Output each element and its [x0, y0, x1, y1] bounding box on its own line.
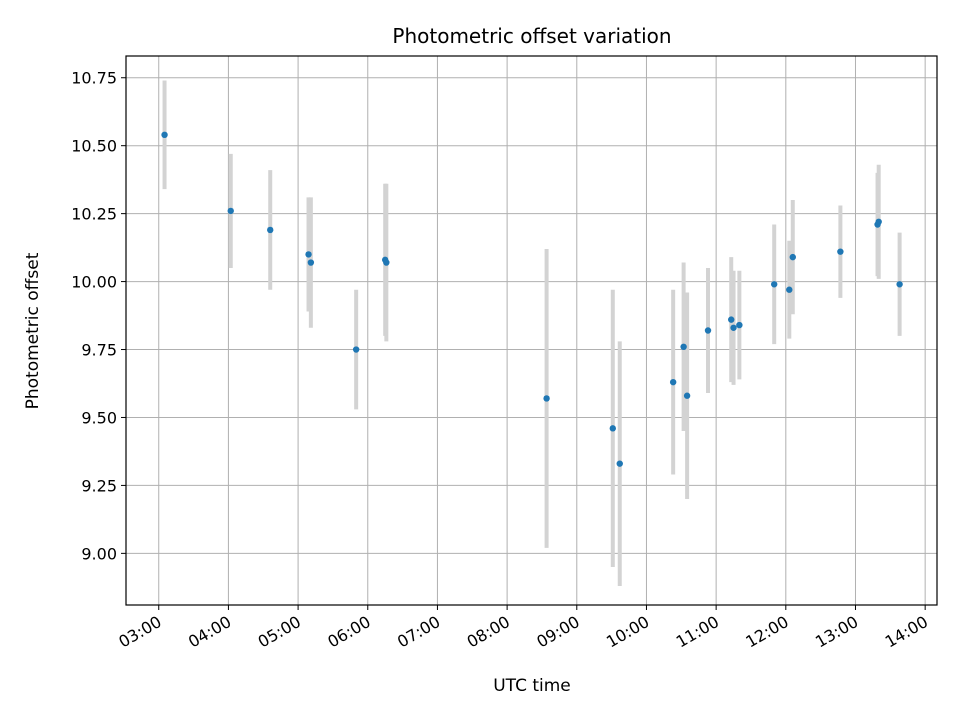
y-tick-label: 10.75: [71, 69, 117, 88]
y-tick-label: 10.25: [71, 205, 117, 224]
data-point: [543, 395, 550, 402]
y-tick-label: 9.00: [81, 544, 117, 563]
data-point: [669, 378, 677, 386]
y-tick-label: 10.50: [71, 137, 117, 156]
data-point: [616, 460, 623, 467]
data-point: [704, 327, 712, 334]
y-tick-label: 9.50: [81, 408, 117, 427]
data-points: [161, 131, 903, 467]
data-point: [875, 218, 882, 225]
data-point: [227, 207, 234, 215]
data-point: [161, 131, 168, 139]
data-point: [730, 324, 737, 331]
data-point: [786, 286, 793, 293]
data-point: [680, 343, 687, 351]
x-axis-label: UTC time: [493, 676, 571, 696]
y-axis-ticks: 9.00 9.25 9.50 9.75 10.00 10.25 10.50 10.75: [71, 69, 126, 563]
data-point: [609, 425, 616, 432]
data-point: [305, 251, 312, 258]
data-point: [789, 253, 796, 261]
y-tick-label: 9.25: [81, 476, 117, 495]
y-tick-label: 10.00: [71, 273, 117, 292]
plot-area-frame: [125, 55, 938, 606]
data-point: [736, 321, 743, 329]
chart-title: Photometric offset variation: [392, 24, 671, 48]
data-point: [728, 316, 735, 323]
data-point: [770, 281, 778, 288]
data-point: [383, 259, 390, 266]
data-point: [896, 281, 903, 288]
data-point: [267, 226, 274, 234]
y-axis-label: Photometric offset: [23, 252, 43, 409]
y-tick-label: 9.75: [81, 341, 117, 360]
data-point: [683, 392, 691, 399]
data-point: [307, 259, 315, 266]
data-point: [352, 346, 360, 353]
data-point: [837, 248, 844, 255]
grid-lines: [126, 56, 937, 605]
